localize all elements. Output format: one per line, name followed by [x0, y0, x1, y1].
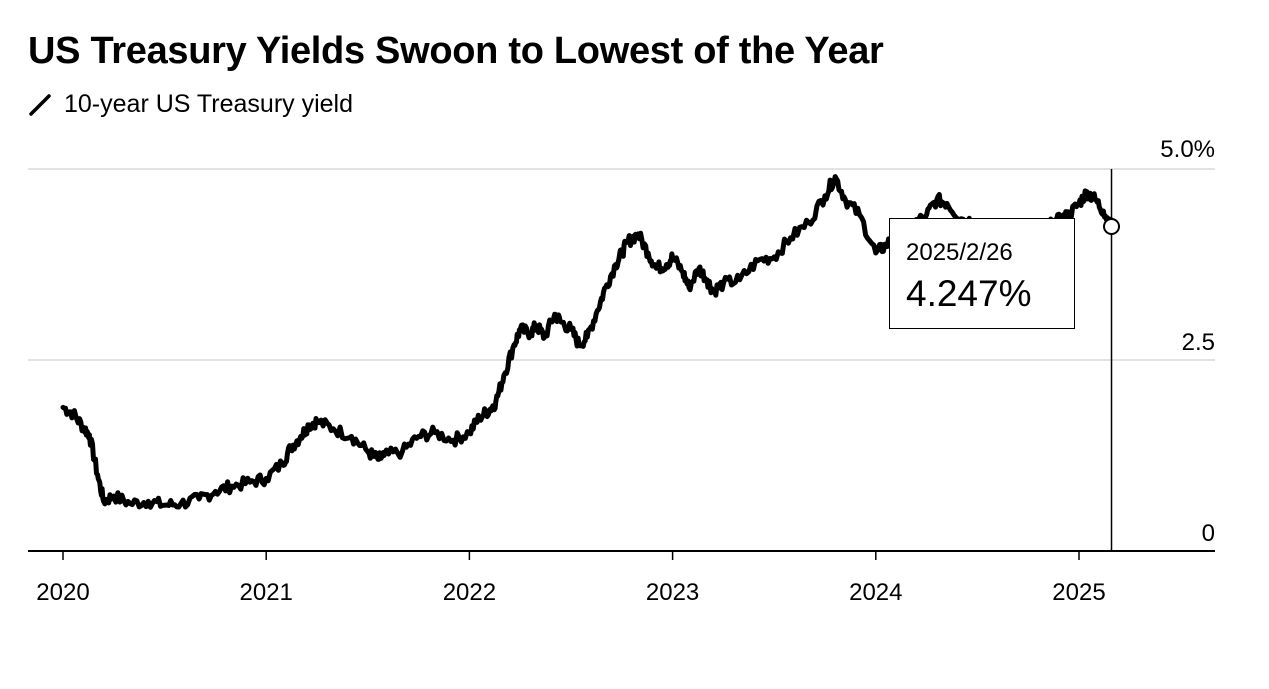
x-tick-label: 2023 [646, 579, 699, 606]
y-tick-label: 5.0% [1160, 136, 1215, 163]
series-line-10y-yield [60, 174, 1114, 510]
crosshair-dot [1103, 218, 1121, 236]
x-tick-label: 2024 [849, 579, 902, 606]
x-axis-labels: 2020 2021 2022 2023 2024 2025 [36, 579, 1105, 606]
x-tick-label: 2021 [240, 579, 293, 606]
y-tick-label: 0 [1202, 520, 1215, 547]
tooltip-date: 2025/2/26 [906, 239, 1013, 266]
x-tick-label: 2020 [36, 579, 89, 606]
tooltip: 2025/2/26 4.247% [889, 218, 1075, 329]
x-tick-label: 2022 [443, 579, 496, 606]
x-tick-label: 2025 [1052, 579, 1105, 606]
grid-lines [28, 168, 1215, 361]
tooltip-value: 4.247% [906, 273, 1032, 314]
legend-label: 10-year US Treasury yield [64, 90, 354, 118]
legend: 10-year US Treasury yield [28, 90, 353, 119]
legend-line-icon [29, 93, 51, 116]
x-axis [28, 550, 1215, 560]
chart-title: US Treasury Yields Swoon to Lowest of th… [28, 30, 884, 72]
y-axis-labels: 5.0% 2.5 0 [1160, 136, 1215, 547]
y-tick-label: 2.5 [1182, 329, 1215, 356]
